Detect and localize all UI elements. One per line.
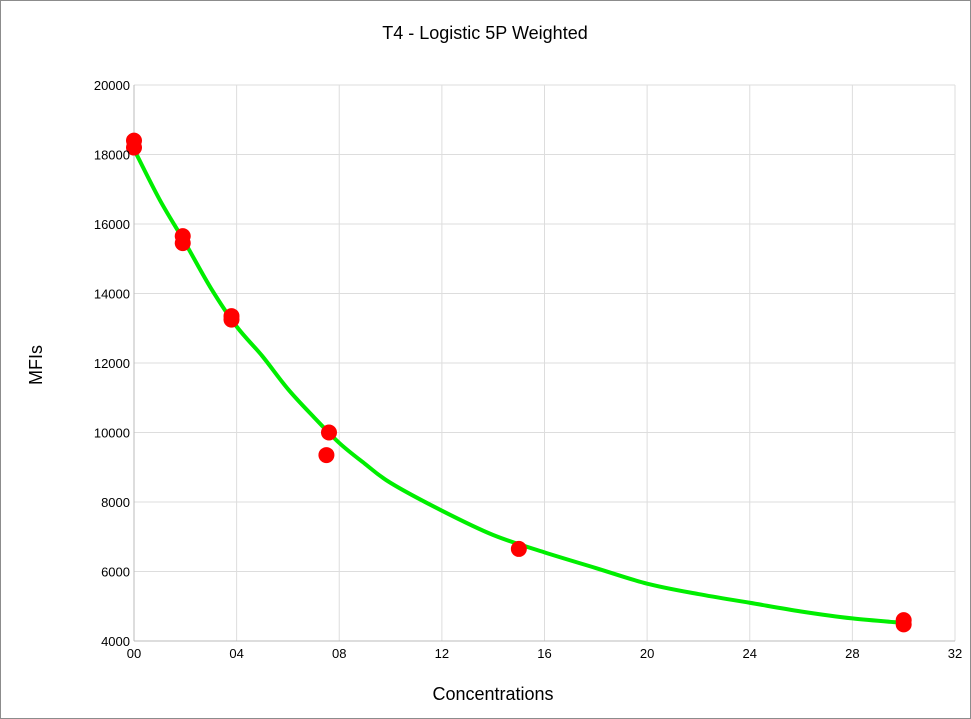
x-tick-label: 24 [743, 646, 757, 661]
y-tick-label: 20000 [94, 78, 130, 93]
y-tick-label: 8000 [101, 495, 130, 510]
y-tick-label: 16000 [94, 217, 130, 232]
y-axis-label: MFIs [26, 345, 46, 385]
x-tick-label: 16 [537, 646, 551, 661]
y-tick-label: 14000 [94, 287, 130, 302]
x-tick-label: 20 [640, 646, 654, 661]
y-axis-ticks: 4000 6000 8000 10000 12000 14000 16000 18000 200… [94, 78, 130, 649]
plot-area [133, 85, 955, 642]
grid [133, 84, 956, 642]
data-point [126, 139, 142, 156]
x-tick-label: 12 [435, 646, 449, 661]
x-tick-label: 00 [127, 646, 141, 661]
data-point [318, 447, 335, 464]
y-tick-label: 10000 [94, 426, 130, 441]
data-point [320, 424, 337, 441]
y-tick-label: 18000 [94, 148, 130, 163]
y-tick-label: 4000 [101, 634, 130, 649]
data-point [510, 540, 527, 557]
chart-title: T4 - Logistic 5P Weighted [382, 23, 587, 43]
x-tick-label: 04 [229, 646, 243, 661]
data-point [223, 311, 240, 328]
x-tick-label: 32 [948, 646, 962, 661]
x-axis-ticks: 00 04 08 12 16 20 24 28 32 [127, 646, 962, 661]
x-tick-label: 28 [845, 646, 859, 661]
y-tick-label: 6000 [101, 565, 130, 580]
x-axis-label: Concentrations [432, 684, 553, 704]
data-point [174, 235, 191, 252]
fit-curve-line [132, 147, 906, 625]
data-point [895, 616, 912, 633]
data-points-layer [126, 132, 912, 633]
y-tick-label: 12000 [94, 356, 130, 371]
x-tick-label: 08 [332, 646, 346, 661]
fit-curve-layer [132, 147, 906, 625]
